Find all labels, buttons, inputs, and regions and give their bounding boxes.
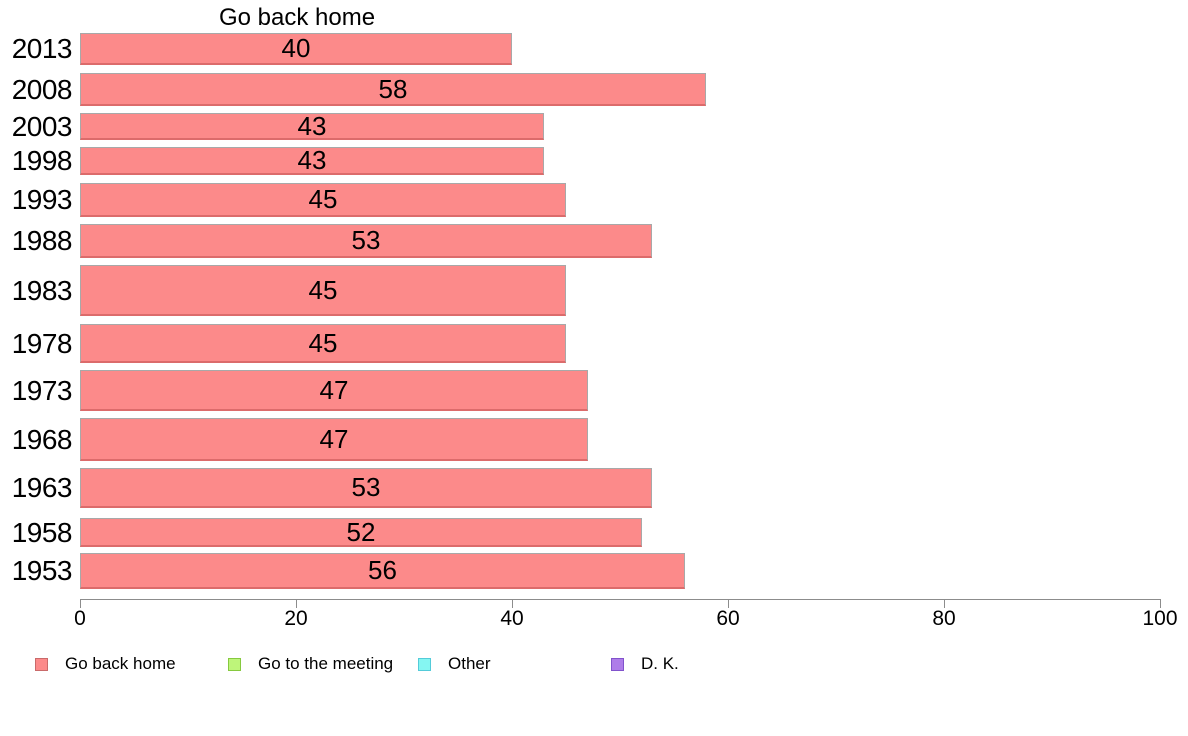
bar: 45	[80, 265, 566, 316]
bar: 53	[80, 224, 652, 258]
bar-value-label: 43	[297, 110, 327, 141]
y-axis-label: 1963	[11, 472, 73, 503]
bar: 52	[80, 516, 642, 547]
x-axis-tick-label: 0	[74, 607, 86, 630]
y-axis-label: 1993	[11, 184, 73, 215]
x-axis-tick	[512, 599, 513, 608]
y-axis-label: 1978	[11, 327, 73, 359]
bar-value-label: 53	[351, 472, 381, 502]
x-axis-tick	[1160, 599, 1161, 608]
bar-row: 1958 52	[0, 516, 1188, 548]
bar-value-label: 45	[308, 184, 338, 214]
bar-row: 2003 43	[0, 110, 1188, 142]
bar: 53	[80, 468, 652, 508]
bar: 43	[80, 145, 544, 175]
y-axis-label: 1973	[11, 374, 73, 406]
bar-row: 1973 47	[0, 370, 1188, 411]
legend-swatch	[418, 657, 431, 671]
x-axis-tick-label: 60	[716, 607, 740, 630]
y-axis-label: 1953	[11, 555, 73, 586]
x-axis-line	[80, 599, 1161, 600]
bar-row: 2008 58	[0, 73, 1188, 106]
bar-value-label: 58	[378, 73, 408, 104]
bar: 56	[80, 553, 685, 589]
y-axis-label: 1968	[11, 423, 73, 455]
x-axis-tick	[80, 599, 81, 608]
y-axis-label: 1998	[11, 145, 73, 176]
bar: 47	[80, 418, 588, 461]
bar-row: 1993 45	[0, 183, 1188, 217]
bar: 43	[80, 110, 544, 141]
bar-value-label: 40	[281, 33, 311, 63]
legend-label: Go to the meeting	[258, 654, 394, 673]
bar-value-label: 45	[308, 274, 338, 305]
legend-item: Go back home	[35, 655, 176, 673]
y-axis-label: 2013	[11, 33, 73, 64]
bar: 45	[80, 324, 566, 363]
y-axis-label: 2008	[11, 73, 73, 105]
x-axis-tick-label: 40	[500, 607, 524, 630]
x-axis-tick	[296, 599, 297, 608]
bar-row: 2013 40	[0, 33, 1188, 65]
x-axis-tick	[728, 599, 729, 608]
x-axis-tick-label: 100	[1142, 607, 1178, 630]
legend-swatch	[35, 657, 48, 671]
bar-value-label: 43	[297, 145, 327, 175]
y-axis-label: 1983	[11, 274, 73, 306]
legend-swatch	[228, 657, 241, 671]
bar-row: 1953 56	[0, 553, 1188, 589]
bar-row: 1968 47	[0, 418, 1188, 461]
bar-value-label: 47	[319, 374, 349, 405]
bar-value-label: 56	[368, 555, 397, 585]
x-axis-tick-label: 20	[284, 607, 308, 630]
y-axis-label: 1958	[11, 516, 73, 548]
legend-label: Other	[448, 654, 491, 673]
bar: 40	[80, 33, 512, 65]
bar-value-label: 45	[308, 327, 338, 358]
bar-row: 1998 43	[0, 145, 1188, 176]
legend-swatch	[611, 657, 624, 671]
bar-row: 1988 53	[0, 224, 1188, 258]
bar: 58	[80, 73, 706, 106]
legend-item: D. K.	[611, 655, 679, 673]
bar: 47	[80, 370, 588, 411]
x-axis-tick-label: 80	[932, 607, 956, 630]
bar-row: 1963 53	[0, 468, 1188, 508]
legend-label: Go back home	[65, 654, 176, 673]
legend-item: Go to the meeting	[228, 655, 393, 673]
legend-item: Other	[418, 655, 491, 673]
y-axis-label: 2003	[11, 110, 73, 142]
legend-label: D. K.	[641, 654, 679, 673]
x-axis-tick	[944, 599, 945, 608]
bar-row: 1983 45	[0, 265, 1188, 316]
bar-row: 1978 45	[0, 324, 1188, 363]
y-axis-label: 1988	[11, 225, 73, 256]
bar: 45	[80, 183, 566, 217]
bar-value-label: 52	[346, 516, 376, 547]
bar-value-label: 47	[319, 423, 349, 454]
chart-title: Go back home	[219, 4, 376, 31]
bar-value-label: 53	[351, 225, 381, 255]
